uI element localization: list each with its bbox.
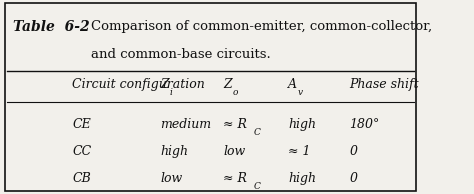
Text: medium: medium <box>160 118 211 131</box>
Text: low: low <box>160 172 182 185</box>
Text: CC: CC <box>72 145 91 158</box>
Text: o: o <box>232 88 238 97</box>
Text: CB: CB <box>72 172 91 185</box>
Text: CE: CE <box>72 118 91 131</box>
Text: Z: Z <box>223 78 232 91</box>
Text: 0: 0 <box>349 172 357 185</box>
FancyBboxPatch shape <box>5 3 416 191</box>
Text: and common-base circuits.: and common-base circuits. <box>91 48 271 61</box>
Text: 0: 0 <box>349 145 357 158</box>
Text: high: high <box>288 118 316 131</box>
Text: i: i <box>170 88 173 97</box>
Text: ≈ R: ≈ R <box>223 118 247 131</box>
Text: 180°: 180° <box>349 118 379 131</box>
Text: A: A <box>288 78 297 91</box>
Text: ≈ R: ≈ R <box>223 172 247 185</box>
Text: Comparison of common-emitter, common-collector,: Comparison of common-emitter, common-col… <box>91 20 432 33</box>
Text: C: C <box>254 128 260 137</box>
Text: Phase shift: Phase shift <box>349 78 419 91</box>
Text: ≈ 1: ≈ 1 <box>288 145 311 158</box>
Text: v: v <box>298 88 303 97</box>
Text: Circuit configuration: Circuit configuration <box>72 78 205 91</box>
Text: low: low <box>223 145 246 158</box>
Text: C: C <box>254 182 260 191</box>
Text: Table  6-2: Table 6-2 <box>13 20 90 34</box>
Text: high: high <box>160 145 188 158</box>
Text: high: high <box>288 172 316 185</box>
Text: Z: Z <box>160 78 169 91</box>
